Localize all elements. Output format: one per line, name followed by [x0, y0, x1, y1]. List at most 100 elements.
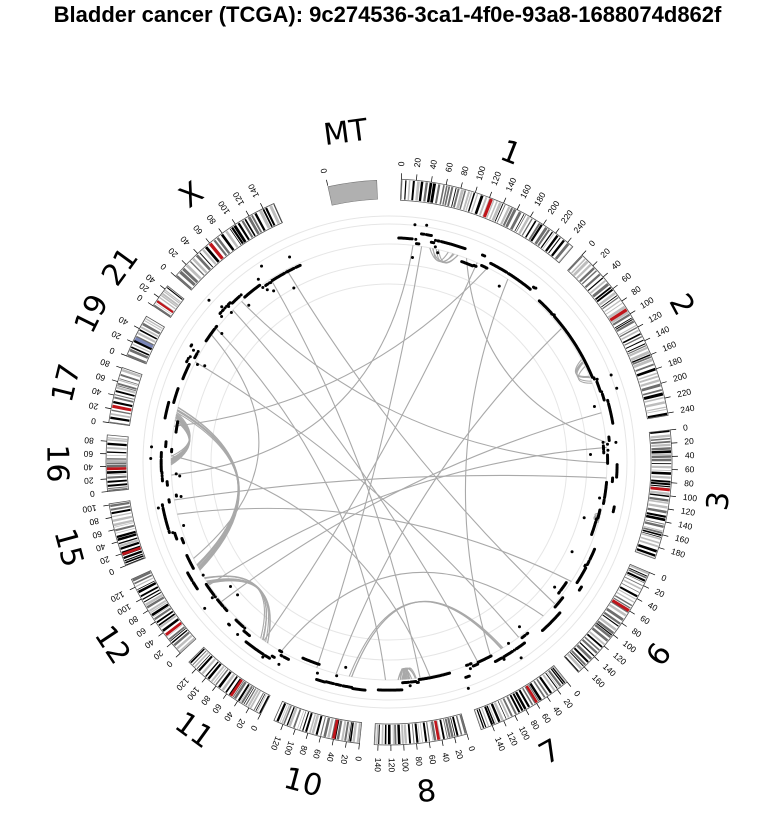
cytoband	[118, 537, 138, 545]
cytoband	[636, 367, 656, 377]
cytoband	[641, 533, 661, 540]
cytoband	[447, 186, 454, 207]
cytoband	[349, 722, 354, 742]
cn-dot	[595, 377, 599, 381]
cytoband	[607, 305, 626, 319]
cn-dot	[174, 472, 178, 476]
cytoband	[553, 666, 567, 683]
cytoband	[518, 216, 531, 235]
tick-mark	[664, 396, 671, 399]
sv-link	[176, 410, 240, 569]
cytoband	[455, 715, 463, 735]
tick-mark	[530, 211, 534, 218]
cytoband	[249, 690, 261, 709]
cytoband	[151, 603, 169, 617]
cytoband	[651, 450, 672, 454]
track-grid-ring	[142, 215, 636, 709]
tick-mark	[644, 337, 651, 341]
cytoband	[344, 721, 350, 741]
cytoband	[171, 629, 188, 644]
cytoband	[144, 320, 162, 331]
cn-dot	[414, 237, 418, 241]
cytoband	[447, 717, 454, 738]
cytoband	[148, 599, 167, 612]
tick-label: 120	[489, 170, 503, 187]
cytoband	[243, 687, 255, 705]
cytoband	[299, 711, 307, 730]
tick-label: 80	[204, 212, 218, 226]
cn-dot	[159, 458, 163, 462]
cytoband	[168, 626, 186, 640]
chromosome-12	[130, 570, 197, 654]
cytoband	[192, 650, 207, 666]
tick-mark	[150, 621, 156, 626]
tick-mark	[454, 737, 457, 744]
tick-label: 60	[191, 223, 205, 237]
tick-mark	[119, 565, 126, 569]
tick-mark	[514, 715, 518, 721]
tick-label: 20	[562, 697, 576, 711]
sv-link	[170, 416, 191, 464]
cytoband	[639, 539, 659, 548]
cytoband	[422, 722, 428, 742]
cn-dot	[186, 571, 190, 575]
tick-label: 0	[249, 724, 260, 733]
tick-mark	[166, 642, 172, 648]
cytoband	[216, 237, 231, 255]
cytoband	[505, 208, 517, 228]
chromosome-label: 21	[95, 241, 146, 292]
cn-dot	[160, 503, 164, 507]
cytoband	[542, 232, 555, 250]
sv-link	[216, 328, 387, 681]
cn-dot	[334, 682, 338, 686]
tick-label: 80	[99, 357, 111, 370]
cn-dot	[150, 445, 154, 449]
centromere	[112, 404, 132, 412]
cn-dot	[159, 450, 163, 454]
cytoband	[419, 722, 424, 743]
tick-mark	[102, 421, 109, 423]
chromosome-19	[126, 315, 165, 365]
tick-mark	[491, 725, 495, 732]
cytoband	[540, 231, 553, 249]
cytoband	[608, 603, 627, 617]
cytoband	[305, 712, 313, 733]
tick-mark	[305, 733, 309, 739]
cytoband	[407, 180, 411, 200]
cn-dot	[244, 640, 248, 644]
cn-dot	[288, 255, 292, 259]
cn-dot	[236, 593, 240, 597]
cytoband	[348, 722, 353, 742]
tick-mark	[668, 508, 675, 511]
cytoband	[646, 406, 666, 412]
cn-dot	[474, 264, 478, 268]
cytoband	[113, 519, 134, 527]
tick-label: 100	[621, 638, 639, 655]
cytoband	[142, 589, 160, 600]
cn-dot	[437, 239, 441, 243]
cytoband	[417, 723, 421, 743]
tick-label: 0	[135, 292, 145, 303]
tick-label: 120	[611, 650, 628, 667]
sv-link	[204, 575, 271, 644]
tick-mark	[111, 379, 118, 382]
cytoband	[545, 234, 559, 252]
cytoband	[650, 484, 671, 488]
cytoband	[120, 541, 140, 550]
sv-link	[177, 507, 572, 582]
tick-label: 20	[339, 754, 350, 765]
tick-mark	[111, 541, 118, 544]
cn-dot	[485, 266, 489, 270]
tick-mark	[612, 284, 618, 290]
cytoband	[244, 218, 256, 237]
cytoband	[451, 187, 457, 207]
cytoband	[571, 650, 587, 666]
cytoband	[397, 724, 401, 745]
cytoband	[415, 181, 420, 201]
cytoband	[107, 442, 127, 447]
tick-mark	[503, 197, 507, 204]
tick-label: 40	[551, 704, 565, 718]
cytoband	[545, 672, 558, 689]
cytoband	[627, 343, 646, 353]
cytoband	[450, 717, 456, 737]
